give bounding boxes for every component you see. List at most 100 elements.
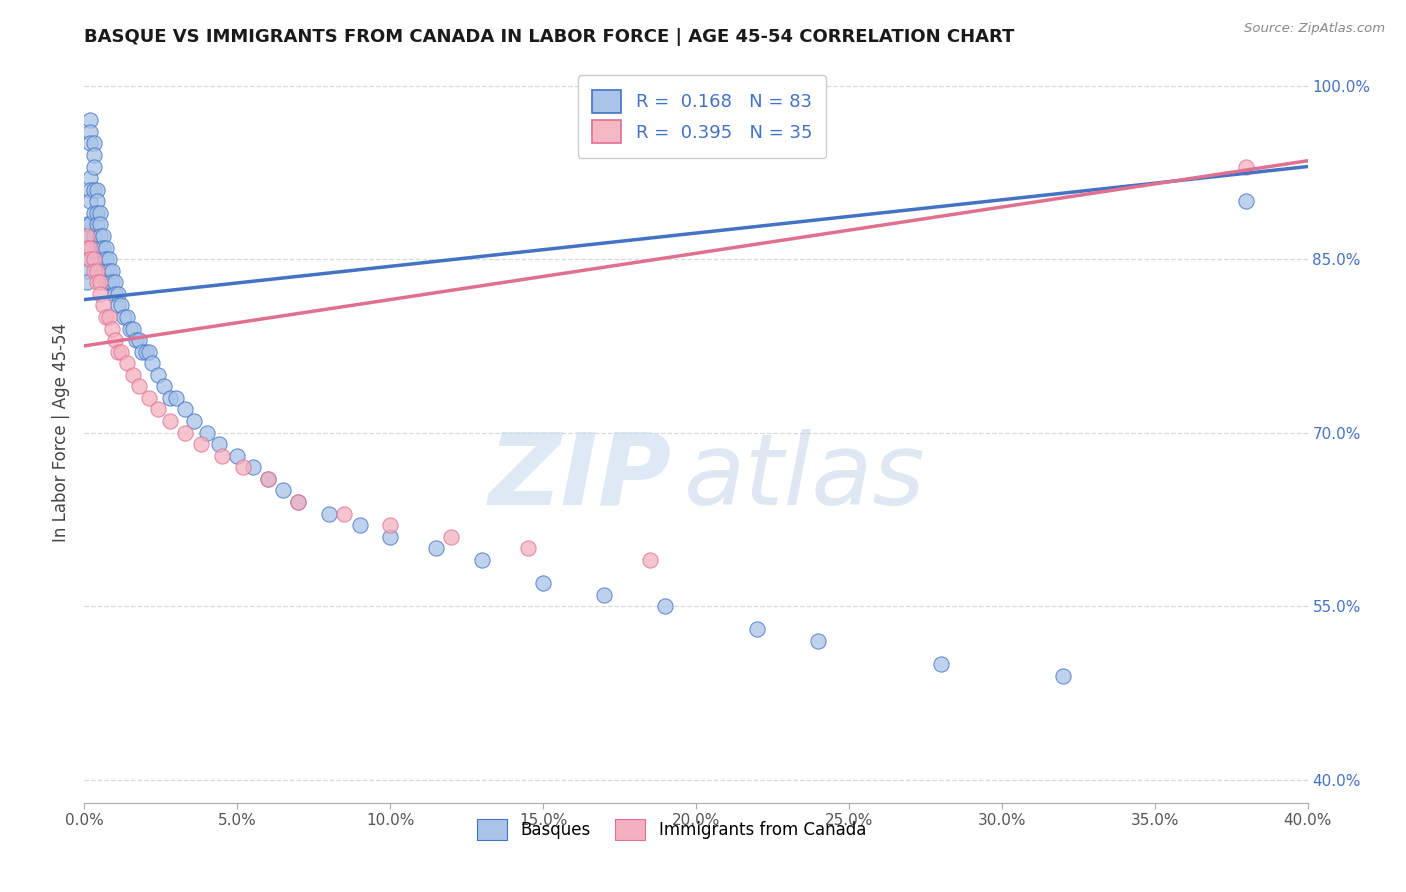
Point — [638, 553, 661, 567]
Point — [76, 229, 98, 244]
Point — [131, 344, 153, 359]
Point — [257, 472, 280, 486]
Point — [86, 218, 108, 232]
Point — [86, 194, 108, 209]
Text: BASQUE VS IMMIGRANTS FROM CANADA IN LABOR FORCE | AGE 45-54 CORRELATION CHART: BASQUE VS IMMIGRANTS FROM CANADA IN LABO… — [84, 28, 1015, 45]
Point — [94, 252, 117, 266]
Point — [86, 275, 108, 289]
Point — [89, 206, 111, 220]
Point — [271, 483, 294, 498]
Point — [146, 402, 169, 417]
Point — [287, 495, 309, 509]
Point — [76, 229, 98, 244]
Point — [76, 252, 98, 266]
Point — [226, 449, 249, 463]
Point — [516, 541, 538, 556]
Point — [83, 252, 105, 266]
Point — [101, 275, 124, 289]
Point — [174, 402, 197, 417]
Point — [79, 125, 101, 139]
Point — [112, 310, 135, 324]
Point — [86, 240, 108, 254]
Point — [79, 240, 101, 254]
Point — [138, 391, 160, 405]
Point — [86, 206, 108, 220]
Point — [79, 194, 101, 209]
Point — [94, 263, 117, 277]
Point — [91, 263, 114, 277]
Point — [83, 229, 105, 244]
Point — [91, 229, 114, 244]
Point — [94, 275, 117, 289]
Point — [89, 240, 111, 254]
Point — [86, 183, 108, 197]
Point — [89, 286, 111, 301]
Point — [83, 206, 105, 220]
Point — [349, 518, 371, 533]
Point — [531, 576, 554, 591]
Point — [122, 321, 145, 335]
Point — [287, 495, 309, 509]
Point — [125, 333, 148, 347]
Point — [110, 298, 132, 312]
Point — [104, 286, 127, 301]
Point — [471, 553, 494, 567]
Point — [79, 218, 101, 232]
Point — [104, 333, 127, 347]
Point — [83, 160, 105, 174]
Legend: Basques, Immigrants from Canada: Basques, Immigrants from Canada — [470, 813, 873, 847]
Point — [83, 148, 105, 162]
Point — [593, 588, 616, 602]
Point — [107, 344, 129, 359]
Point — [159, 414, 181, 428]
Point — [79, 171, 101, 186]
Point — [83, 183, 105, 197]
Point — [654, 599, 676, 614]
Point — [115, 310, 138, 324]
Y-axis label: In Labor Force | Age 45-54: In Labor Force | Age 45-54 — [52, 323, 70, 542]
Point — [76, 275, 98, 289]
Point — [115, 356, 138, 370]
Point — [1236, 160, 1258, 174]
Point — [89, 218, 111, 232]
Point — [318, 507, 340, 521]
Text: Source: ZipAtlas.com: Source: ZipAtlas.com — [1244, 22, 1385, 36]
Point — [146, 368, 169, 382]
Point — [83, 263, 105, 277]
Point — [747, 622, 769, 636]
Point — [1236, 194, 1258, 209]
Point — [165, 391, 187, 405]
Point — [89, 229, 111, 244]
Point — [929, 657, 952, 671]
Point — [128, 379, 150, 393]
Point — [141, 356, 163, 370]
Point — [211, 449, 233, 463]
Point — [110, 344, 132, 359]
Point — [89, 252, 111, 266]
Point — [104, 275, 127, 289]
Point — [97, 310, 120, 324]
Point — [257, 472, 280, 486]
Point — [208, 437, 231, 451]
Point — [128, 333, 150, 347]
Point — [76, 263, 98, 277]
Point — [333, 507, 356, 521]
Point — [107, 286, 129, 301]
Point — [120, 321, 142, 335]
Point — [91, 240, 114, 254]
Point — [1052, 668, 1074, 682]
Point — [91, 252, 114, 266]
Point — [79, 252, 101, 266]
Point — [97, 252, 120, 266]
Text: atlas: atlas — [683, 428, 925, 525]
Text: ZIP: ZIP — [488, 428, 672, 525]
Point — [79, 136, 101, 151]
Point — [190, 437, 212, 451]
Point — [242, 460, 264, 475]
Point — [425, 541, 447, 556]
Point — [79, 183, 101, 197]
Point — [97, 263, 120, 277]
Point — [232, 460, 254, 475]
Point — [101, 321, 124, 335]
Point — [86, 263, 108, 277]
